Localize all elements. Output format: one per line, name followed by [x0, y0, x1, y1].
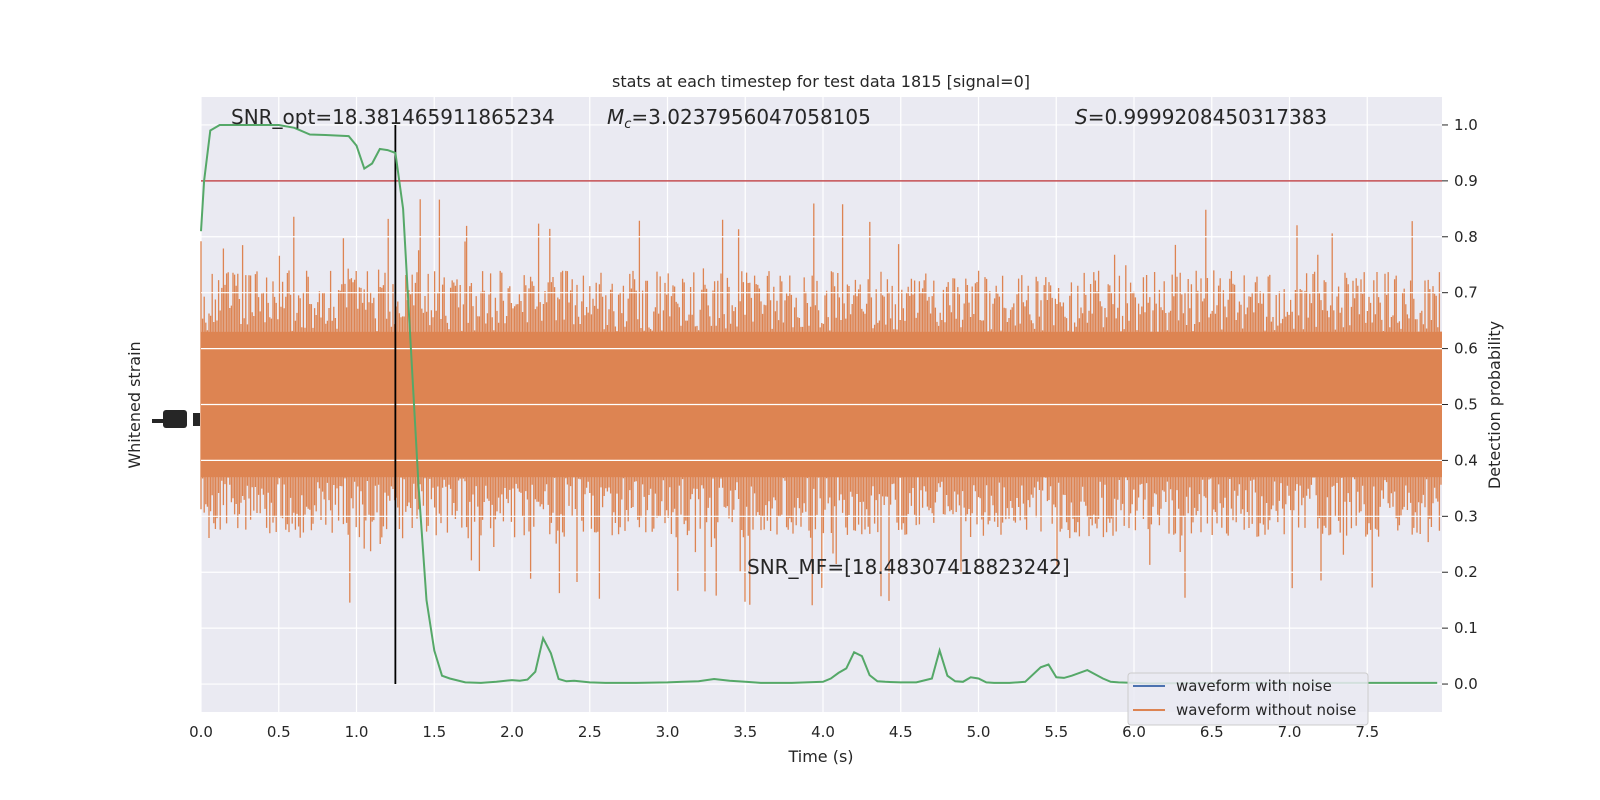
- legend-box: [1127, 672, 1369, 726]
- x-tick-label: 1.0: [345, 723, 369, 741]
- chirp-mass-annotation: Mc=3.0237956047058105: [607, 105, 871, 132]
- x-tick-label: 2.5: [578, 723, 602, 741]
- x-tick-label: 4.0: [811, 723, 835, 741]
- y-tick-label: 0.9: [1454, 172, 1478, 190]
- x-tick-label: 5.0: [967, 723, 991, 741]
- left-axis-overlapped-ticks: [152, 410, 200, 428]
- x-tick-label: 3.0: [656, 723, 680, 741]
- detection-probability-line: [200, 124, 1438, 685]
- y-tick-label: 0.5: [1454, 396, 1478, 414]
- x-tick-label: 2.0: [500, 723, 524, 741]
- legend-label-with-noise: waveform with noise: [1176, 677, 1332, 695]
- y-tick-label: 0.2: [1454, 563, 1478, 581]
- x-tick-label: 0.5: [267, 723, 291, 741]
- x-tick-label: 7.0: [1278, 723, 1302, 741]
- x-axis-label: Time (s): [787, 747, 853, 766]
- x-tick-label: 3.5: [733, 723, 757, 741]
- strain-trace: [200, 199, 1442, 606]
- x-tick-label: 5.5: [1044, 723, 1068, 741]
- y-tick-label: 0.4: [1454, 451, 1478, 469]
- x-axis-ticks: 0.0 0.5 1.0 1.5 2.0 2.5 3.0 3.5 4.0 4.5 5.0 5.5 6.0 6…: [189, 723, 1379, 741]
- legend-label-without-noise: waveform without noise: [1176, 701, 1356, 719]
- y-tick-label: 1.0: [1454, 116, 1478, 134]
- y-tick-label: 0.3: [1454, 507, 1478, 525]
- chart-title: stats at each timestep for test data 181…: [612, 72, 1030, 91]
- y-right-axis-label: Detection probability: [1485, 321, 1504, 489]
- legend: waveform with noise waveform without noi…: [1127, 672, 1369, 726]
- x-tick-label: 6.5: [1200, 723, 1224, 741]
- x-tick-label: 0.0: [189, 723, 213, 741]
- x-tick-label: 7.5: [1355, 723, 1379, 741]
- y-tick-label: 0.1: [1454, 619, 1478, 637]
- snr-opt-annotation: SNR_opt=18.381465911865234: [231, 105, 555, 129]
- snr-mf-annotation: SNR_MF=[18.48307418823242]: [747, 555, 1070, 579]
- y-tick-label: 0.7: [1454, 284, 1478, 302]
- y-tick-label: 0.0: [1454, 675, 1478, 693]
- score-annotation: S=0.9999208450317383: [1075, 105, 1327, 129]
- y-left-axis-label: Whitened strain: [125, 341, 144, 468]
- x-tick-label: 1.5: [422, 723, 446, 741]
- y-right-axis-ticks: 0.0 0.1 0.2 0.3 0.4 0.5 0.6 0.7 0.8 0.9 1.0: [1442, 116, 1478, 693]
- y-tick-label: 0.8: [1454, 228, 1478, 246]
- x-tick-label: 4.5: [889, 723, 913, 741]
- y-tick-label: 0.6: [1454, 340, 1478, 358]
- x-tick-label: 6.0: [1122, 723, 1146, 741]
